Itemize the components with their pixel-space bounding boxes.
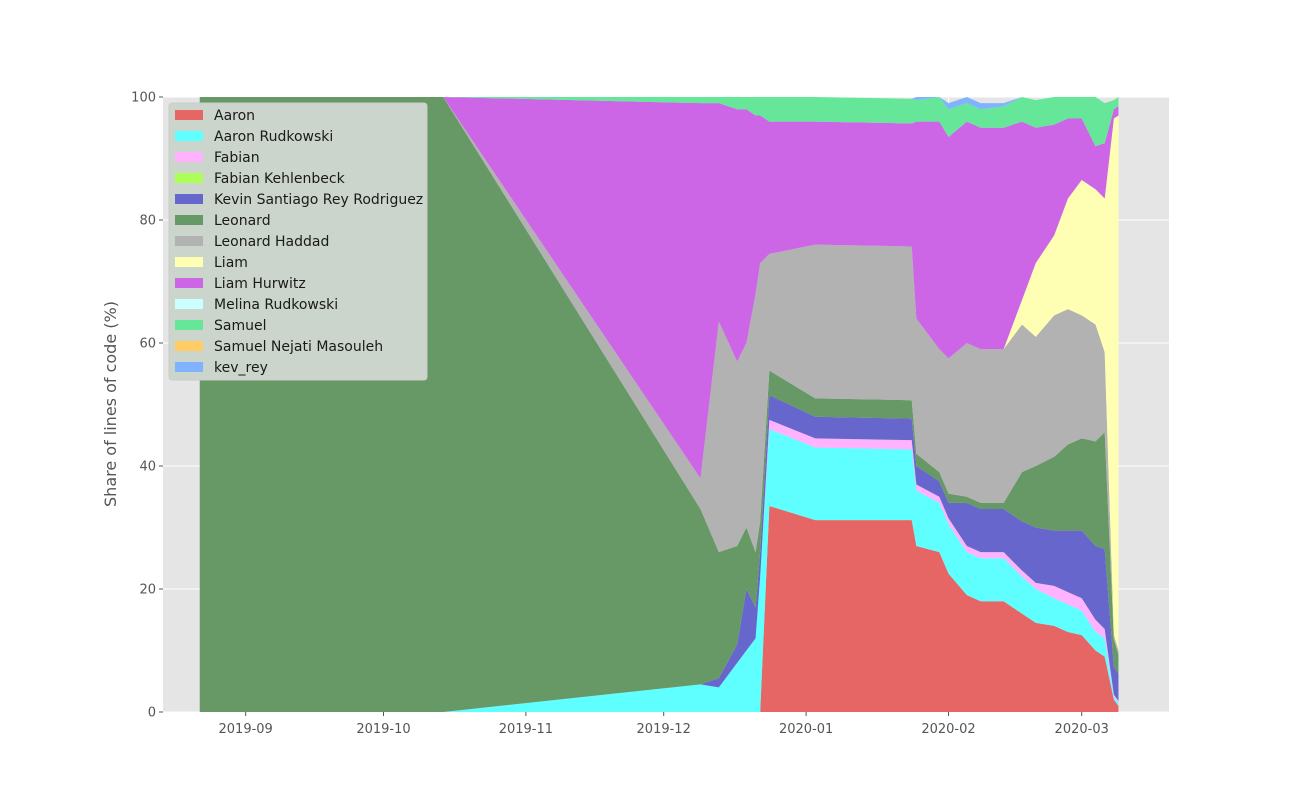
x-tick-label: 2020-03 (1055, 722, 1109, 737)
legend-swatch-kevin-santiago-rey-rodriguez (175, 194, 203, 204)
legend-box (168, 102, 428, 381)
x-tick-label: 2020-01 (779, 722, 833, 737)
legend-label-liam-hurwitz: Liam Hurwitz (214, 276, 306, 292)
legend-swatch-liam-hurwitz (175, 278, 203, 288)
legend-swatch-samuel (175, 320, 203, 330)
legend-swatch-liam (175, 257, 203, 267)
legend-label-melina-rudkowski: Melina Rudkowski (214, 297, 338, 313)
legend: Aaron Aaron Rudkowski Fabian Fabian Kehlenb… (168, 102, 428, 381)
x-axis-ticks: 2019-09 2019-10 2019-11 2019-12 2020-01 2020-… (219, 712, 1109, 737)
y-tick-label: 100 (131, 91, 156, 106)
legend-label-liam: Liam (214, 255, 248, 271)
area-series (199, 97, 1119, 712)
y-axis-title: Share of lines of code (%) (101, 301, 120, 507)
legend-swatch-samuel-nejati-masouleh (175, 341, 203, 351)
y-tick-label: 80 (139, 214, 156, 229)
y-tick-label: 0 (148, 706, 156, 721)
legend-swatch-aaron-rudkowski (175, 131, 203, 141)
area-leonard (199, 97, 1119, 712)
x-tick-label: 2019-10 (356, 722, 410, 737)
legend-swatch-melina-rudkowski (175, 299, 203, 309)
legend-label-leonard-haddad: Leonard Haddad (214, 234, 329, 250)
legend-swatch-kev-rey (175, 362, 203, 372)
area-aaron (199, 505, 1119, 712)
area-aaron-rudkowski (199, 429, 1119, 712)
legend-label-leonard: Leonard (214, 213, 271, 229)
legend-label-samuel-nejati-masouleh: Samuel Nejati Masouleh (214, 339, 383, 355)
legend-label-fabian: Fabian (214, 150, 260, 166)
y-axis-ticks: 0 20 40 60 80 100 (131, 91, 163, 721)
legend-swatch-fabian-kehlenbeck (175, 173, 203, 183)
x-tick-label: 2019-11 (499, 722, 553, 737)
area-liam-hurwitz (199, 97, 1119, 479)
area-samuel (199, 97, 1119, 147)
legend-swatch-leonard (175, 215, 203, 225)
legend-label-fabian-kehlenbeck: Fabian Kehlenbeck (214, 171, 346, 187)
x-tick-label: 2019-09 (219, 722, 273, 737)
legend-label-samuel: Samuel (214, 318, 266, 334)
y-tick-label: 40 (139, 460, 156, 475)
legend-label-aaron: Aaron (214, 108, 255, 124)
legend-label-aaron-rudkowski: Aaron Rudkowski (214, 129, 333, 145)
legend-label-kevin-santiago-rey-rodriguez: Kevin Santiago Rey Rodriguez (214, 192, 423, 208)
y-tick-label: 20 (139, 583, 156, 598)
x-tick-label: 2020-02 (921, 722, 975, 737)
area-leonard-haddad (199, 97, 1119, 655)
y-tick-label: 60 (139, 337, 156, 352)
legend-swatch-fabian (175, 152, 203, 162)
x-tick-label: 2019-12 (637, 722, 691, 737)
legend-swatch-aaron (175, 110, 203, 120)
legend-swatch-leonard-haddad (175, 236, 203, 246)
legend-label-kev-rey: kev_rey (214, 360, 268, 376)
